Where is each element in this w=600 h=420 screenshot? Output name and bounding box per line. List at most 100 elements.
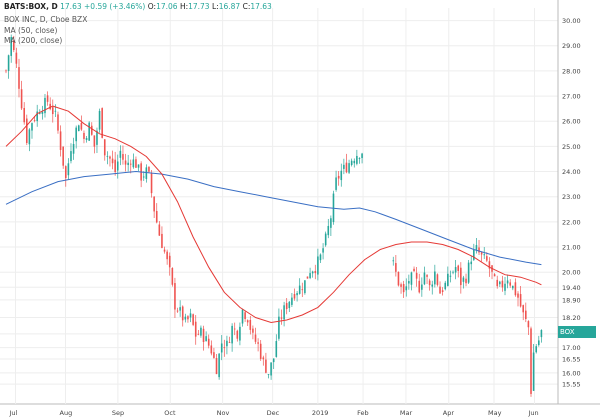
candle-body <box>361 153 363 159</box>
candle-body <box>171 267 174 285</box>
candle-body <box>392 260 395 262</box>
candle-body <box>176 310 179 312</box>
candle-body <box>7 55 10 71</box>
candle-body <box>423 272 426 285</box>
candle-body <box>270 362 272 376</box>
candle-body <box>200 327 202 336</box>
candle-body <box>67 163 70 176</box>
candle-body <box>38 113 41 115</box>
low-label: L: <box>211 2 219 11</box>
candle-body <box>467 262 470 283</box>
candle-body <box>311 271 314 274</box>
candle-body <box>488 261 491 269</box>
candle-body <box>231 325 233 344</box>
candle-body <box>194 321 197 337</box>
badge-value: 17.63 <box>573 339 594 348</box>
candle-body <box>400 284 402 287</box>
candle-body <box>473 249 475 260</box>
candle-body <box>44 97 46 114</box>
candle-body <box>228 342 231 344</box>
x-tick-label: 2019 <box>312 409 329 417</box>
candle-body <box>358 158 361 159</box>
candle-body <box>428 280 431 286</box>
candle-body <box>181 306 184 321</box>
candle-body <box>23 108 25 123</box>
candle-body <box>436 274 439 285</box>
candle-body <box>158 224 161 236</box>
candle-body <box>135 159 137 168</box>
chart-title: BOX INC, D, Cboe BZX <box>4 15 88 24</box>
candle-body <box>496 279 499 287</box>
x-tick-label: Feb <box>357 409 369 417</box>
candle-body <box>335 177 337 190</box>
candle-body <box>298 285 301 294</box>
y-tick-label: 27.00 <box>562 93 581 101</box>
candle-body <box>418 280 421 293</box>
high-value: 17.73 <box>188 2 210 11</box>
candle-body <box>272 358 275 363</box>
y-tick-label: 22.00 <box>562 218 581 226</box>
candle-body <box>150 173 153 194</box>
candle-body <box>77 125 80 132</box>
candle-body <box>101 108 103 138</box>
candle-body <box>257 342 259 344</box>
candle-body <box>36 111 38 122</box>
candle-body <box>431 284 434 287</box>
candle-body <box>20 89 23 109</box>
candle-body <box>408 281 410 284</box>
candle-body <box>309 273 311 279</box>
candle-body <box>72 143 75 154</box>
candle-body <box>137 164 140 168</box>
candle-body <box>343 164 345 169</box>
candle-body <box>148 166 150 172</box>
candle-body <box>111 158 114 164</box>
ma200-legend[interactable]: MA (200, close) <box>4 36 63 45</box>
open-value: 17.06 <box>156 2 178 11</box>
candle-body <box>499 281 501 285</box>
candle-body <box>85 138 88 141</box>
x-tick-label: Sep <box>112 409 124 417</box>
candle-body <box>345 162 348 173</box>
candle-body <box>197 333 200 335</box>
candle-body <box>109 156 111 159</box>
candle-body <box>415 272 418 279</box>
candle-body <box>452 271 454 273</box>
candle-body <box>96 130 98 145</box>
candle-body <box>324 233 327 246</box>
candle-body <box>460 267 462 286</box>
candle-body <box>75 127 77 142</box>
ma50-legend[interactable]: MA (50, close) <box>4 26 58 35</box>
candle-body <box>122 154 124 160</box>
candle-body <box>527 321 530 328</box>
candle-body <box>332 193 335 223</box>
candle-body <box>348 163 350 173</box>
candle-body <box>236 330 239 339</box>
candle-body <box>88 122 90 141</box>
candle-body <box>504 283 506 291</box>
candle-body <box>49 103 51 110</box>
candle-body <box>132 159 135 168</box>
candle-body <box>80 122 83 130</box>
candle-body <box>275 341 278 357</box>
candle-body <box>395 263 397 272</box>
x-tick-label: Aug <box>60 409 73 417</box>
y-tick-label: 18.20 <box>562 314 581 322</box>
candle-body <box>441 290 444 292</box>
candle-body <box>90 125 93 135</box>
candle-body <box>174 283 176 310</box>
candle-body <box>478 247 480 253</box>
candle-body <box>12 40 15 51</box>
candle-body <box>405 286 408 291</box>
candle-body <box>166 251 168 260</box>
x-tick-label: Dec <box>267 409 280 417</box>
candle-body <box>426 275 428 277</box>
candle-body <box>15 52 18 64</box>
candle-body <box>493 274 496 277</box>
candle-body <box>509 282 512 286</box>
candle-body <box>64 166 67 179</box>
candle-body <box>465 278 467 284</box>
last-price-badge: BOX 17.63 <box>558 325 596 348</box>
candle-body <box>246 320 249 323</box>
